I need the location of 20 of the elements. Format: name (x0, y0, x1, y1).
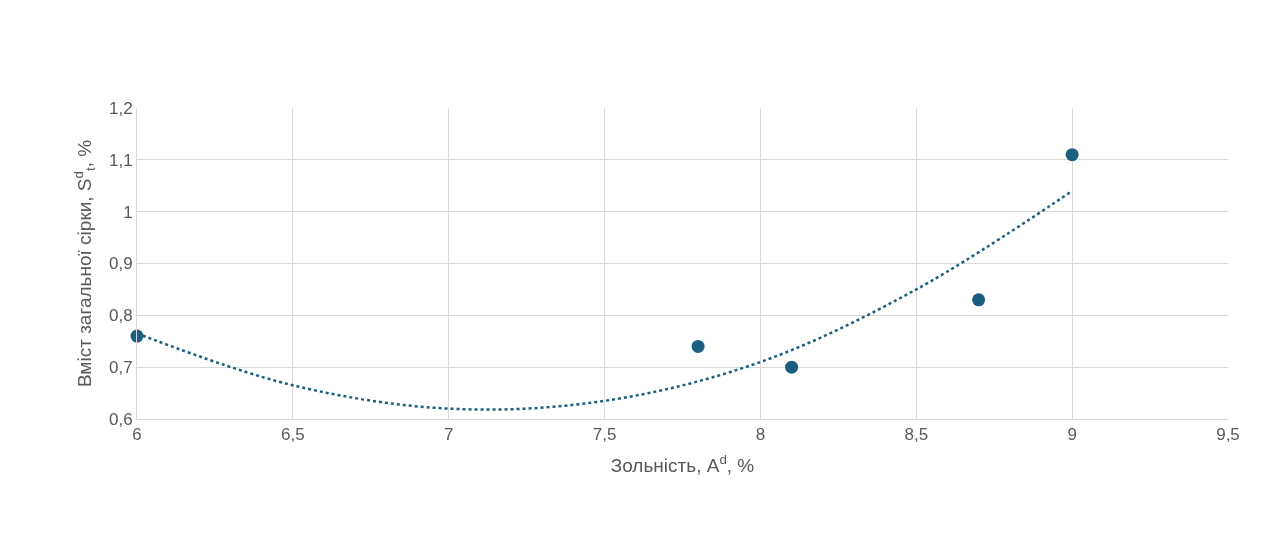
x-tick-label: 8 (755, 425, 766, 445)
y-tick-label: 1 (123, 202, 133, 222)
y-tick-label: 1,1 (108, 150, 133, 170)
x-tick-label: 9,5 (1216, 425, 1240, 445)
x-axis-title: Зольність, A$^{d}$, % (610, 452, 755, 477)
y-tick-label: 0,8 (108, 306, 133, 326)
x-tick-label: 9 (1067, 425, 1077, 445)
point (691, 339, 705, 353)
y-tick-label: 1,2 (108, 98, 133, 118)
x-tick-label: 7,5 (592, 425, 617, 445)
point (785, 360, 799, 374)
x-tick-label: 6 (132, 425, 142, 445)
x-tick-label: 6,5 (281, 425, 305, 445)
x-tick-label: 7 (443, 425, 454, 445)
point (1065, 148, 1079, 162)
x-tick-label: 8,5 (904, 425, 929, 445)
point (972, 293, 986, 307)
y-tick-label: 0,9 (108, 254, 133, 274)
y-tick-label: 0,7 (108, 358, 133, 378)
y-tick-label: 0,6 (108, 409, 133, 429)
